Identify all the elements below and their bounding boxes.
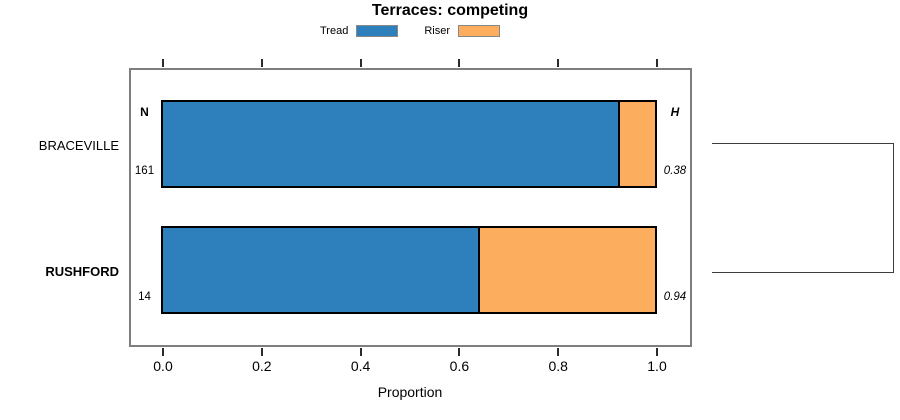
bar-segment-riser-braceville bbox=[618, 102, 655, 186]
n-value-braceville: 161 bbox=[134, 165, 155, 177]
x-tick-label: 0.0 bbox=[153, 358, 173, 374]
h-value-braceville: 0.38 bbox=[663, 165, 687, 177]
x-axis-ticks-bottom bbox=[162, 348, 658, 356]
h-value-rushford: 0.94 bbox=[663, 291, 687, 303]
plot-frame bbox=[129, 68, 692, 347]
legend-swatch-tread bbox=[356, 25, 399, 37]
x-axis-label: Proportion bbox=[377, 384, 443, 400]
legend-item-tread: Tread bbox=[320, 25, 399, 37]
x-axis-ticks-top bbox=[162, 59, 658, 67]
x-axis-tick bbox=[557, 348, 560, 356]
x-tick-label: 0.2 bbox=[252, 358, 272, 374]
legend: Tread Riser bbox=[320, 25, 500, 37]
x-axis-tick bbox=[260, 348, 263, 356]
x-axis-tick bbox=[458, 59, 461, 67]
x-tick-label: 0.6 bbox=[449, 358, 470, 374]
x-axis-tick bbox=[656, 59, 658, 67]
chart-title: Terraces: competing bbox=[371, 2, 529, 19]
bar-segment-tread-braceville bbox=[163, 102, 619, 186]
n-value-rushford: 14 bbox=[138, 291, 151, 303]
x-axis-tick bbox=[162, 59, 164, 67]
x-tick-label: 0.8 bbox=[548, 358, 568, 374]
category-label-braceville: BRACEVILLE bbox=[38, 138, 119, 153]
legend-swatch-riser bbox=[458, 25, 500, 37]
x-tick-label: 1.0 bbox=[647, 358, 667, 374]
x-axis-tick bbox=[359, 348, 362, 356]
bar-braceville bbox=[161, 100, 657, 188]
n-column-header: N bbox=[140, 105, 149, 119]
legend-label-tread: Tread bbox=[320, 25, 349, 37]
h-column-header: H bbox=[670, 105, 680, 119]
x-axis-tick bbox=[359, 59, 362, 67]
legend-item-riser: Riser bbox=[424, 25, 500, 37]
x-axis-tick bbox=[260, 59, 263, 67]
x-axis-tick bbox=[162, 348, 164, 356]
x-axis-tick bbox=[458, 348, 461, 356]
x-axis-tick bbox=[557, 59, 560, 67]
x-axis-tick-labels: 0.0 0.2 0.4 0.6 0.8 1.0 bbox=[153, 358, 666, 374]
legend-label-riser: Riser bbox=[424, 25, 450, 37]
bar-rushford bbox=[161, 226, 657, 314]
dendrogram-bracket bbox=[712, 143, 894, 273]
bar-segment-tread-rushford bbox=[163, 228, 478, 312]
category-label-rushford: RUSHFORD bbox=[45, 264, 119, 279]
bar-segment-riser-rushford bbox=[477, 228, 655, 312]
x-tick-label: 0.4 bbox=[350, 358, 371, 374]
x-axis-tick bbox=[656, 348, 658, 356]
